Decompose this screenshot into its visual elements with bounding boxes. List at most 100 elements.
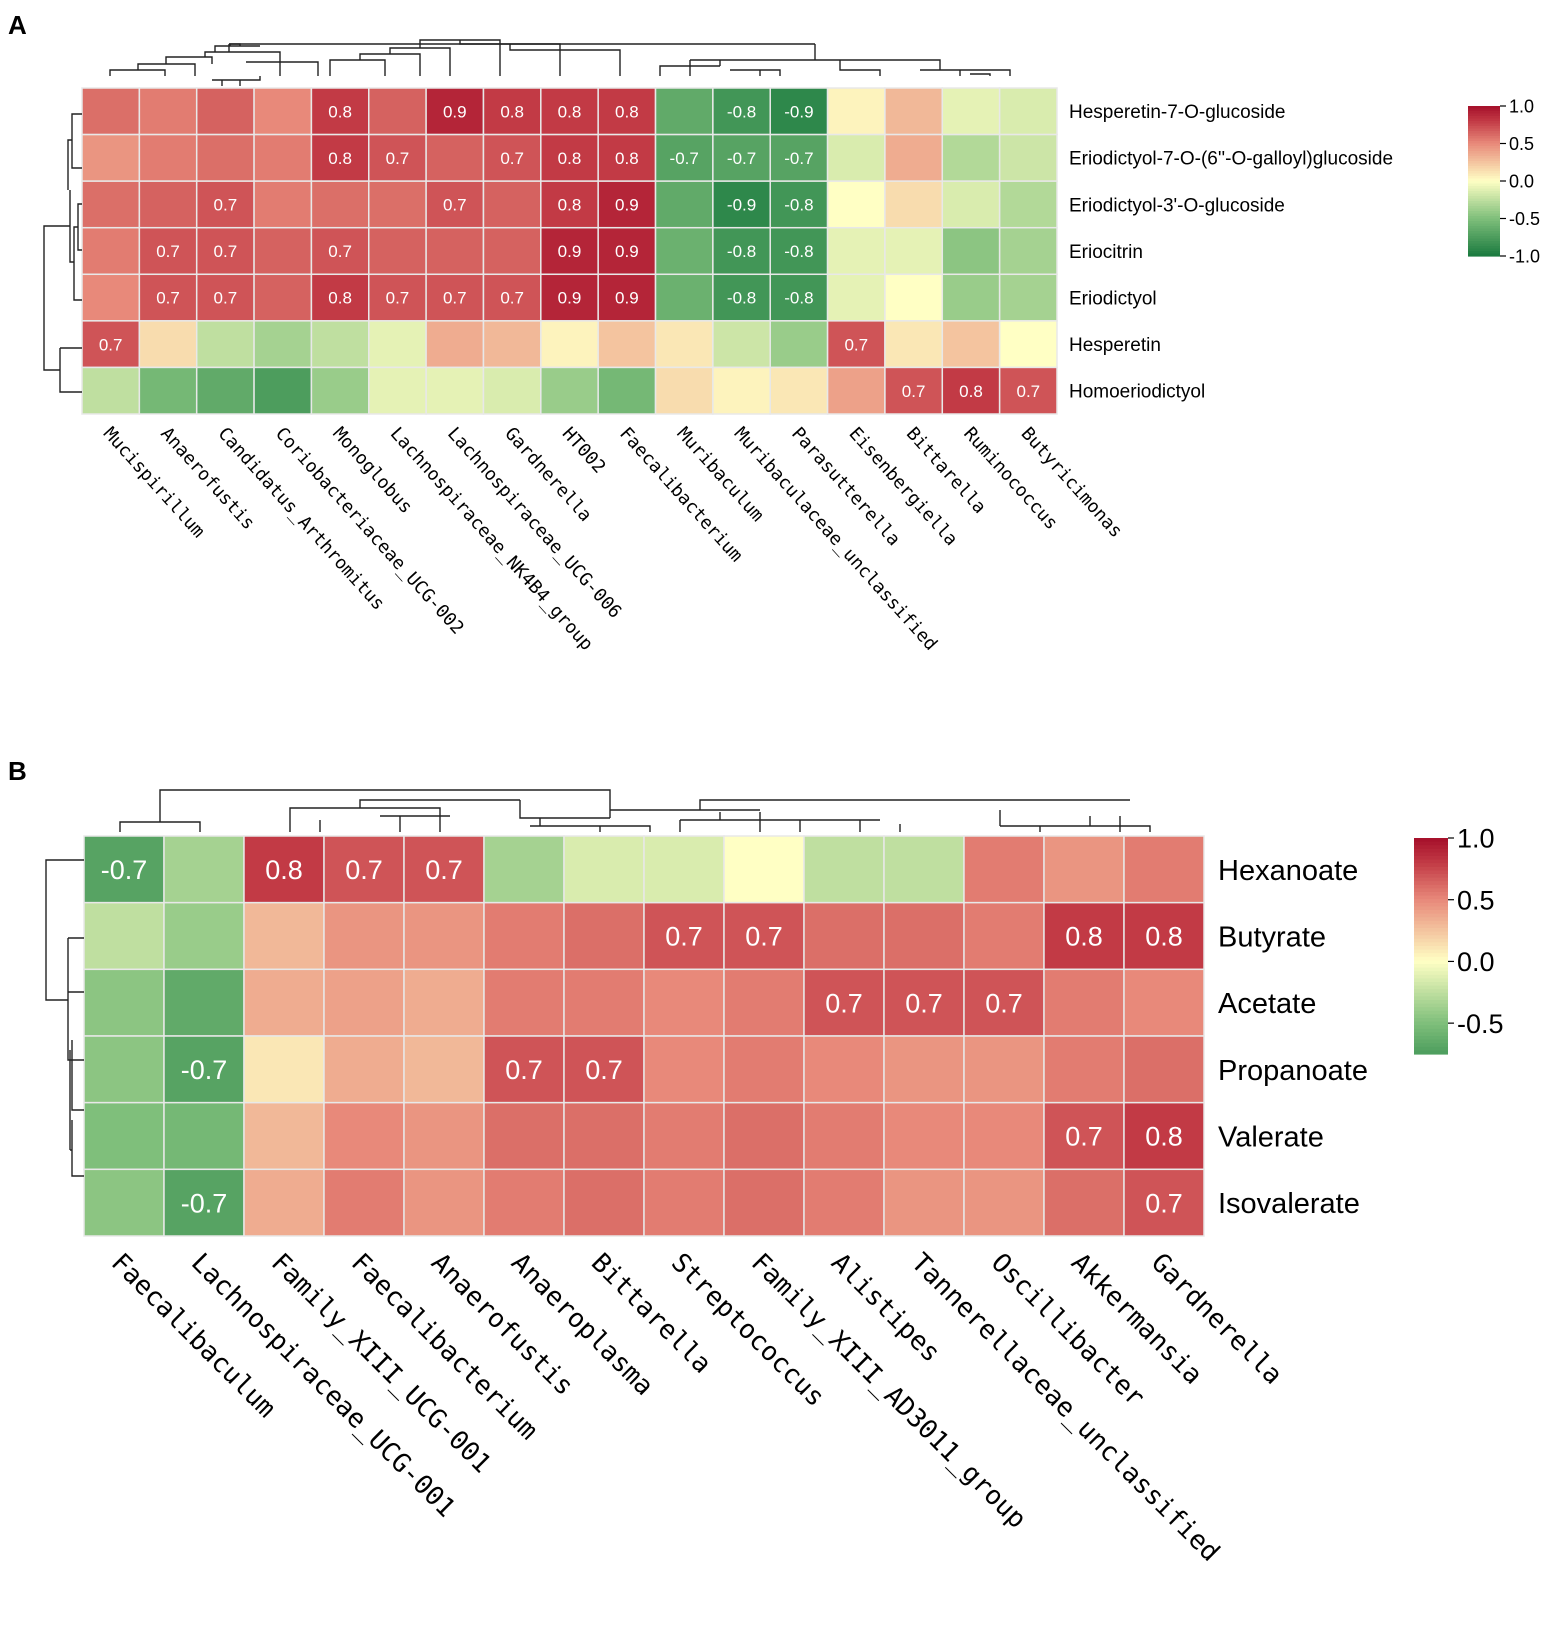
cell-b-r4-c9	[803, 1101, 885, 1171]
cell-a-r1-c2	[195, 133, 255, 182]
cell-b-r0-c8	[723, 835, 805, 904]
colorbar-b-segment	[1414, 852, 1448, 857]
cell-a-r3-c6	[425, 226, 485, 276]
colorbar-b-segment	[1414, 938, 1448, 943]
colorbar-b-segment	[1414, 1003, 1448, 1008]
cell-label-a-r2-c12: -0.8	[784, 196, 813, 215]
column-label-a-13: Eisenbergiella	[845, 423, 962, 550]
cell-label-b-r3-c5: 0.7	[505, 1055, 543, 1085]
cell-b-r2-c9	[803, 968, 885, 1037]
cell-a-r3-c5	[368, 226, 427, 276]
cell-label-a-r1-c7: 0.7	[500, 149, 524, 168]
colorbar-a-segment	[1468, 216, 1500, 220]
cell-label-a-r3-c1: 0.7	[156, 242, 180, 261]
cell-a-r4-c4	[310, 273, 370, 322]
cell-a-r0-c1	[138, 87, 198, 136]
colorbar-a-segment	[1468, 213, 1500, 217]
cell-label-a-r3-c11: -0.8	[727, 242, 756, 261]
colorbar-a-segment	[1468, 251, 1500, 255]
colorbar-a-segment	[1468, 121, 1500, 125]
colorbar-b-segment	[1414, 1043, 1448, 1048]
cell-a-r6-c6	[425, 366, 485, 415]
cell-label-a-r0-c12: -0.9	[784, 102, 813, 121]
row-label-b-1: Butyrate	[1218, 921, 1326, 953]
colorbar-a-segment	[1468, 126, 1500, 130]
colorbar-b-segment	[1414, 884, 1448, 889]
cell-a-r2-c8	[540, 180, 599, 229]
cell-a-r0-c10	[654, 87, 714, 136]
cell-label-b-r4-c13: 0.8	[1145, 1122, 1183, 1152]
colorbar-b-segment	[1414, 838, 1448, 843]
cell-label-a-r4-c11: -0.8	[727, 289, 756, 308]
cell-b-r3-c12	[1043, 1035, 1125, 1104]
cell-label-b-r1-c12: 0.8	[1065, 922, 1103, 952]
cell-a-r6-c8	[540, 366, 599, 415]
cell-label-b-r2-c10: 0.7	[905, 988, 943, 1018]
cell-b-r2-c1	[163, 968, 245, 1037]
cell-a-r2-c9	[597, 180, 657, 229]
cell-a-r6-c4	[310, 366, 370, 415]
colorbar-b-segment	[1414, 985, 1448, 990]
column-label-a-11: Muribaculaceae_unclassified	[730, 423, 941, 655]
cell-a-r0-c6	[425, 87, 485, 136]
cell-b-r4-c12	[1043, 1101, 1125, 1171]
cell-label-a-r1-c5: 0.7	[386, 149, 410, 168]
cell-label-a-r5-c0: 0.7	[99, 335, 123, 354]
colorbar-b-segment	[1414, 856, 1448, 861]
cell-a-r3-c1	[138, 226, 198, 276]
cell-b-r3-c7	[643, 1035, 725, 1104]
cell-b-r5-c8	[723, 1168, 805, 1237]
heatmap-a-cells: 0.8 0.9 0.8 0.8 0.8 -0.8 -0.9 0.8 0.7 0.7 0.8 0.8 -0…	[81, 87, 1058, 415]
cell-label-a-r4-c12: -0.8	[784, 289, 813, 308]
cell-a-r2-c3	[253, 180, 313, 229]
cell-b-r2-c12	[1043, 968, 1125, 1037]
cell-label-a-r3-c12: -0.8	[784, 242, 813, 261]
cell-label-a-r4-c1: 0.7	[156, 289, 180, 308]
cell-b-r5-c13	[1123, 1168, 1205, 1237]
cell-a-r0-c15	[941, 87, 1001, 136]
cell-b-r3-c3	[323, 1035, 405, 1104]
cell-a-r1-c11	[712, 133, 771, 182]
cell-b-r2-c10	[883, 968, 965, 1037]
cell-a-r2-c4	[310, 180, 370, 229]
colorbar-a-segment	[1468, 248, 1500, 252]
colorbar-a-segment	[1468, 136, 1500, 140]
colorbar-a-segment	[1468, 233, 1500, 237]
colorbar-b-segment	[1414, 1018, 1448, 1023]
cell-label-b-r0-c3: 0.7	[345, 855, 383, 885]
colorbar-a-segment	[1468, 181, 1500, 185]
cell-b-r2-c7	[643, 968, 725, 1037]
cell-b-r3-c11	[963, 1035, 1045, 1104]
row-label-b-4: Valerate	[1218, 1121, 1324, 1153]
cell-a-r5-c7	[482, 320, 542, 369]
cell-b-r5-c6	[563, 1168, 645, 1237]
cell-a-r1-c16	[998, 133, 1058, 182]
cell-b-r2-c5	[483, 968, 565, 1037]
colorbar-a-segment	[1468, 243, 1500, 247]
cell-a-r4-c15	[941, 273, 1001, 322]
cell-b-r0-c6	[563, 835, 645, 904]
cell-a-r6-c14	[884, 366, 944, 415]
cell-b-r3-c5	[483, 1035, 565, 1104]
cell-label-a-r2-c9: 0.9	[615, 196, 639, 215]
cell-b-r4-c4	[403, 1101, 485, 1171]
cell-a-r5-c10	[654, 320, 714, 369]
cell-a-r2-c2	[195, 180, 255, 229]
cell-a-r3-c15	[941, 226, 1001, 276]
cell-a-r5-c1	[138, 320, 198, 369]
colorbar-a-segment	[1468, 123, 1500, 127]
cell-a-r6-c5	[368, 366, 427, 415]
cell-a-r6-c2	[195, 366, 255, 415]
colorbar-a-segment	[1468, 108, 1500, 112]
cell-label-a-r2-c11: -0.9	[727, 196, 756, 215]
colorbar-b-segment	[1414, 971, 1448, 976]
cell-a-r6-c16	[998, 366, 1058, 415]
colorbar-a-segment	[1468, 206, 1500, 210]
cell-b-r0-c4	[403, 835, 485, 904]
colorbar-b-segment	[1414, 845, 1448, 850]
cell-label-b-r1-c8: 0.7	[745, 922, 783, 952]
cell-b-r2-c13	[1123, 968, 1205, 1037]
colorbar-a-segment	[1468, 186, 1500, 190]
colorbar-a-segment	[1468, 148, 1500, 152]
cell-label-a-r4-c5: 0.7	[386, 289, 410, 308]
